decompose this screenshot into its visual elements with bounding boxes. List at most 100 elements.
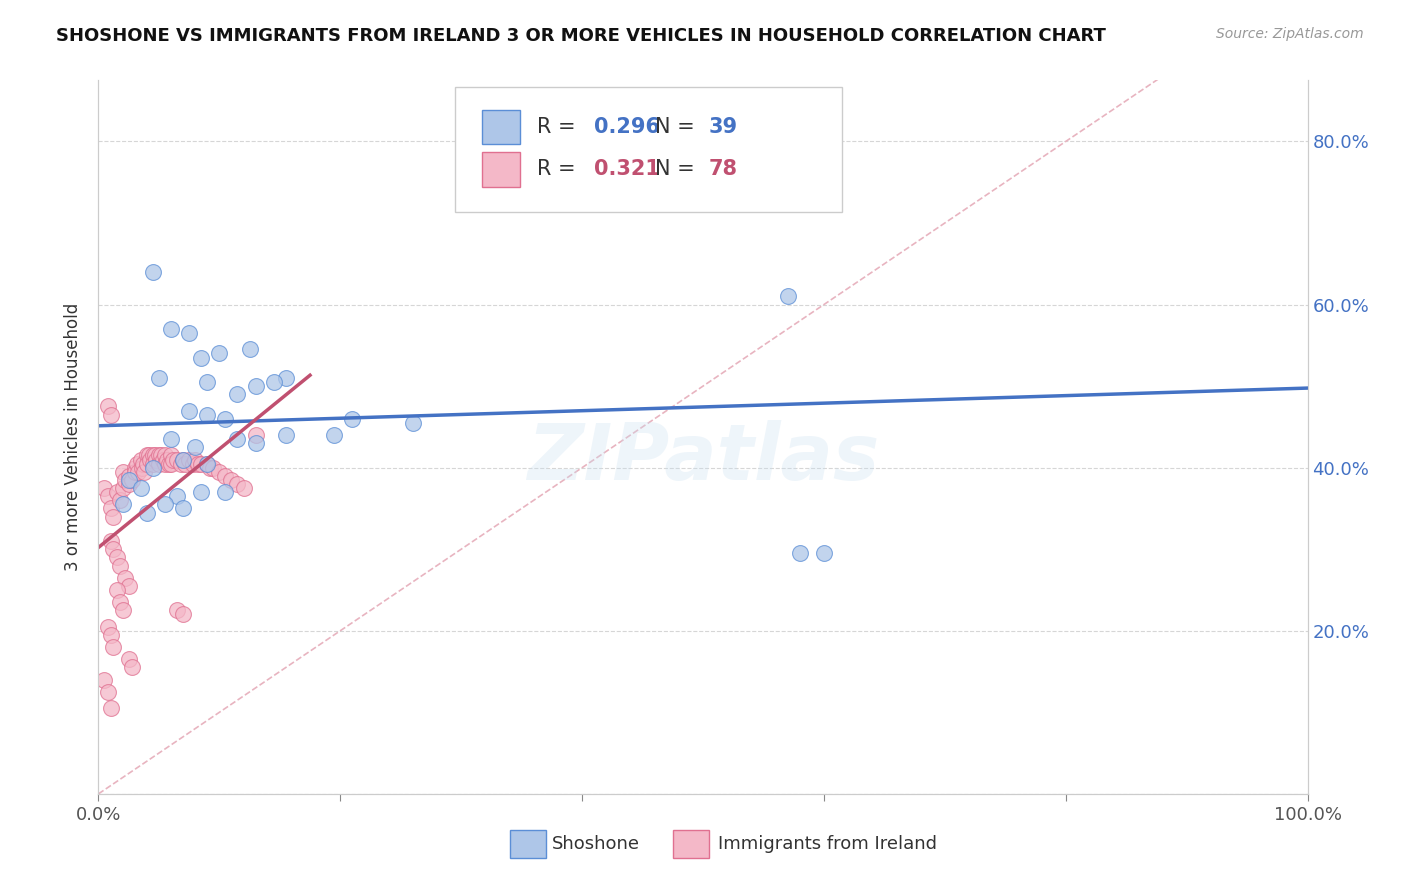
Point xyxy=(198,460,221,475)
Point xyxy=(111,497,134,511)
Point xyxy=(160,457,183,471)
Text: Source: ZipAtlas.com: Source: ZipAtlas.com xyxy=(1216,27,1364,41)
Y-axis label: 3 or more Vehicles in Household: 3 or more Vehicles in Household xyxy=(65,303,83,571)
Point xyxy=(100,501,122,516)
Point xyxy=(108,558,131,573)
Point xyxy=(150,449,173,463)
Point xyxy=(156,452,179,467)
Point xyxy=(402,416,425,430)
Point xyxy=(108,595,131,609)
Point xyxy=(118,579,141,593)
Point xyxy=(221,473,243,487)
Point xyxy=(162,452,184,467)
Point xyxy=(226,387,249,401)
Point xyxy=(323,428,346,442)
Point xyxy=(152,452,174,467)
FancyBboxPatch shape xyxy=(482,110,520,144)
Point xyxy=(190,351,212,365)
Point xyxy=(100,701,122,715)
Point xyxy=(142,265,165,279)
Point xyxy=(111,603,134,617)
Point xyxy=(118,477,141,491)
Text: Immigrants from Ireland: Immigrants from Ireland xyxy=(717,835,936,853)
Point xyxy=(124,465,146,479)
Point xyxy=(202,460,225,475)
FancyBboxPatch shape xyxy=(672,830,709,858)
Point xyxy=(129,452,152,467)
Point xyxy=(135,506,157,520)
Point xyxy=(97,685,120,699)
Point xyxy=(160,432,183,446)
Text: 39: 39 xyxy=(709,117,738,136)
Point xyxy=(153,497,176,511)
Point xyxy=(121,473,143,487)
Point xyxy=(143,449,166,463)
Point xyxy=(127,457,149,471)
Point xyxy=(172,607,194,622)
Point xyxy=(118,652,141,666)
Point xyxy=(105,582,128,597)
Point xyxy=(187,457,209,471)
Text: 0.321: 0.321 xyxy=(595,160,659,179)
Point xyxy=(208,465,231,479)
Point xyxy=(148,371,170,385)
Point xyxy=(214,411,236,425)
Point xyxy=(135,457,157,471)
Point xyxy=(118,473,141,487)
Point xyxy=(108,493,131,508)
Point xyxy=(138,449,160,463)
Point xyxy=(195,375,218,389)
Point xyxy=(195,408,218,422)
FancyBboxPatch shape xyxy=(482,153,520,186)
Point xyxy=(516,102,538,116)
Text: N =: N = xyxy=(655,117,702,136)
Point xyxy=(145,452,167,467)
Point xyxy=(263,375,285,389)
Point xyxy=(111,481,134,495)
Point xyxy=(184,440,207,454)
Point xyxy=(124,460,146,475)
Point xyxy=(139,452,162,467)
Point xyxy=(166,489,188,503)
Point xyxy=(132,457,155,471)
Point xyxy=(100,628,122,642)
Point xyxy=(160,322,183,336)
Point xyxy=(148,457,170,471)
Point xyxy=(226,432,249,446)
Point xyxy=(153,449,176,463)
Point xyxy=(184,452,207,467)
Point xyxy=(142,457,165,471)
Point xyxy=(195,457,218,471)
Point xyxy=(813,546,835,560)
Point xyxy=(105,485,128,500)
Point xyxy=(208,346,231,360)
Point xyxy=(232,481,254,495)
Point xyxy=(789,546,811,560)
Point xyxy=(93,481,115,495)
Point xyxy=(111,465,134,479)
Point xyxy=(169,457,191,471)
FancyBboxPatch shape xyxy=(456,87,842,212)
Text: R =: R = xyxy=(537,160,582,179)
Text: R =: R = xyxy=(537,117,582,136)
Point xyxy=(172,452,194,467)
Point xyxy=(101,640,124,654)
Point xyxy=(172,452,194,467)
Point xyxy=(195,457,218,471)
Point xyxy=(101,542,124,557)
Point xyxy=(131,460,153,475)
Text: N =: N = xyxy=(655,160,702,179)
Point xyxy=(114,473,136,487)
Point xyxy=(142,449,165,463)
Point xyxy=(245,428,267,442)
Point xyxy=(97,620,120,634)
Text: SHOSHONE VS IMMIGRANTS FROM IRELAND 3 OR MORE VEHICLES IN HOUSEHOLD CORRELATION : SHOSHONE VS IMMIGRANTS FROM IRELAND 3 OR… xyxy=(56,27,1107,45)
Point xyxy=(245,436,267,450)
Point xyxy=(226,477,249,491)
Point xyxy=(190,457,212,471)
Point xyxy=(214,485,236,500)
Point xyxy=(245,379,267,393)
Point xyxy=(174,457,197,471)
Point xyxy=(135,449,157,463)
Point xyxy=(181,457,204,471)
